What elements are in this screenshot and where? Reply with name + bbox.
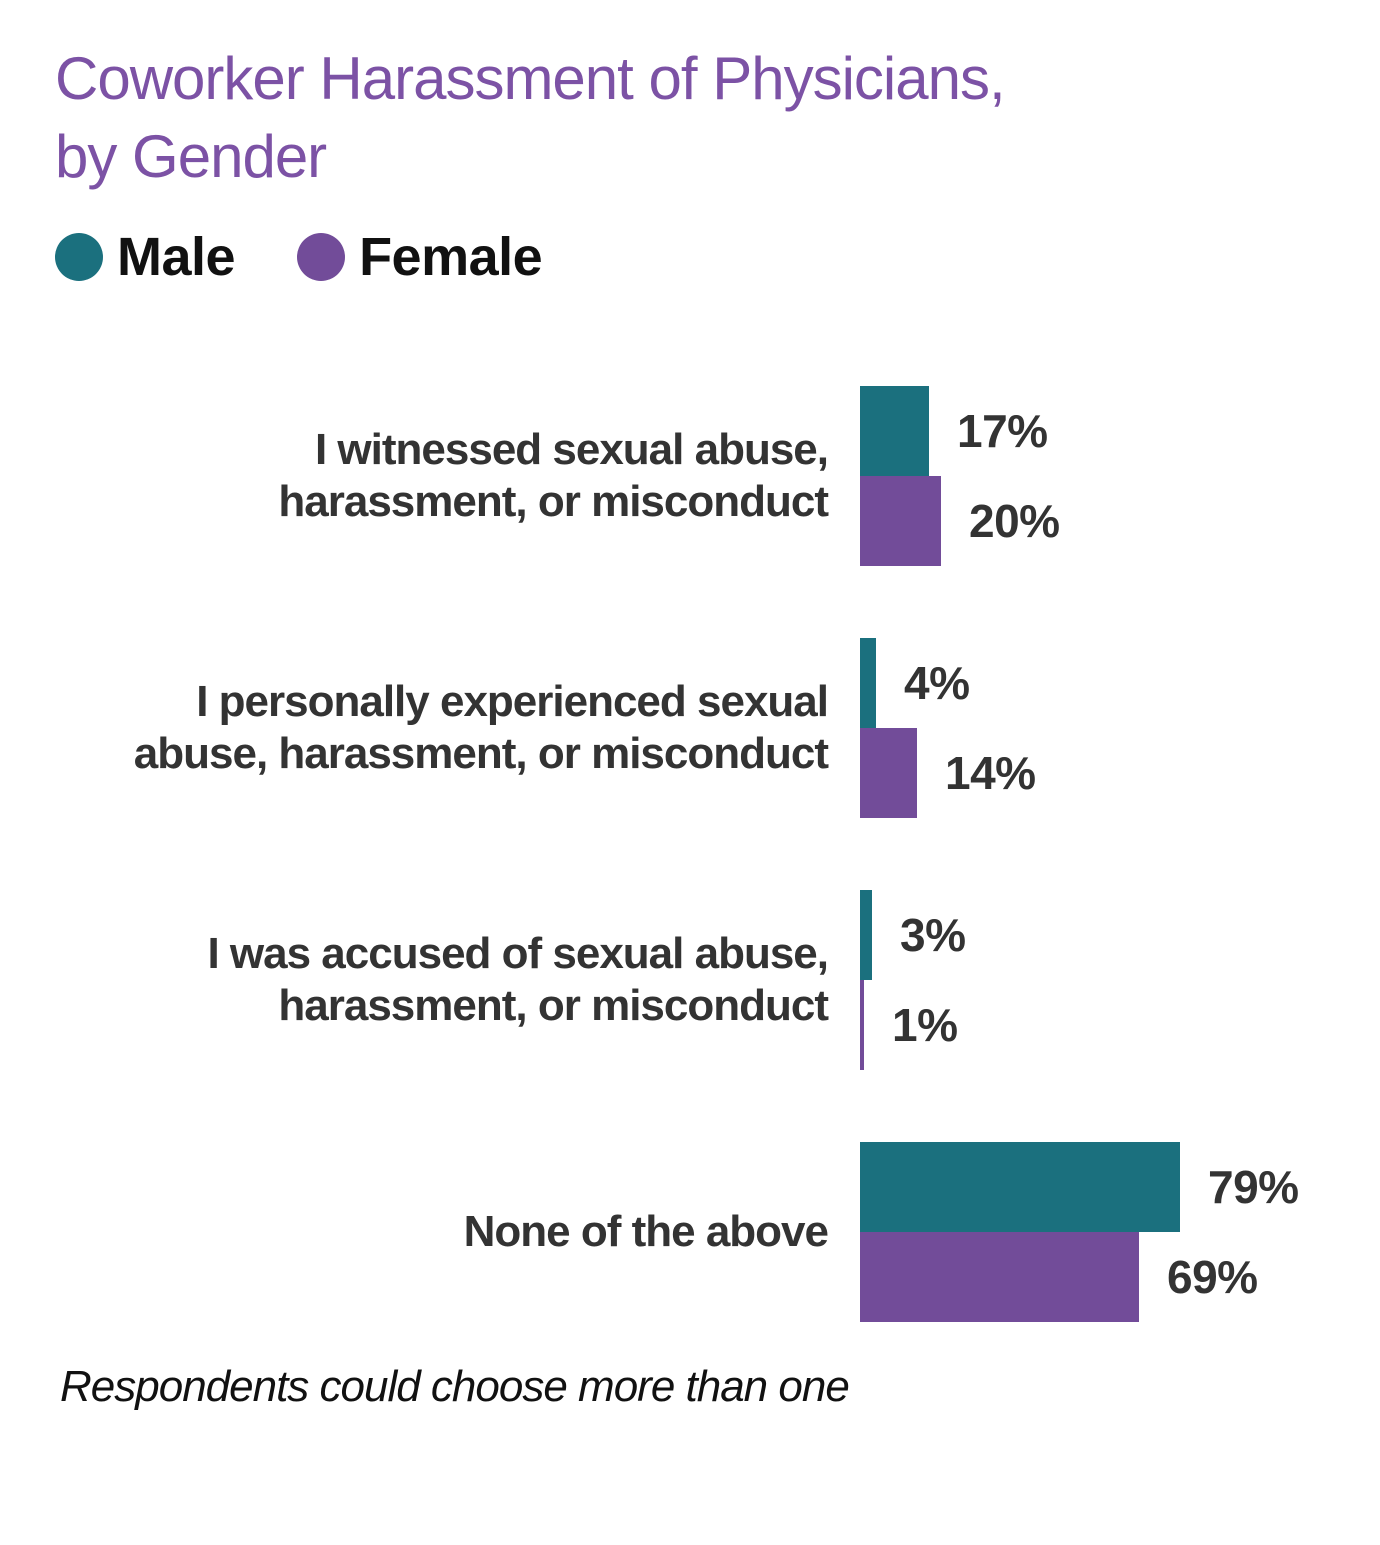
category-label: I was accused of sexual abuse, harassment… [55, 928, 829, 1032]
legend-label: Male [117, 227, 236, 287]
chart-row: None of the above 79% 69% [55, 1142, 1380, 1322]
bar-male [860, 1142, 1180, 1232]
footnote: Respondents could choose more than one [60, 1362, 850, 1411]
category-label-line: I witnessed sexual abuse, [314, 425, 829, 474]
bar-male [860, 890, 872, 980]
bar-line-female: 1% [860, 980, 1380, 1070]
legend-item-female: Female [297, 226, 543, 288]
bar-female [860, 476, 941, 566]
category-label-line: I personally experienced sexual [196, 677, 829, 726]
category-label: None of the above [55, 1206, 829, 1258]
category-label-line: I was accused of sexual abuse, [207, 929, 829, 978]
chart-title-line2: by Gender [55, 123, 327, 190]
bar-line-female: 14% [860, 728, 1380, 818]
value-label-male: 4% [904, 657, 970, 709]
value-label-female: 1% [892, 999, 958, 1051]
legend-item-male: Male [55, 226, 236, 288]
category-label: I witnessed sexual abuse, harassment, or … [55, 424, 829, 528]
value-label-male: 3% [900, 909, 966, 961]
bar-pair: 79% 69% [860, 1142, 1380, 1322]
bar-line-female: 20% [860, 476, 1380, 566]
legend-label: Female [359, 227, 543, 287]
chart-row: I witnessed sexual abuse, harassment, or … [55, 386, 1380, 566]
chart-title: Coworker Harassment of Physicians, by Ge… [55, 40, 1380, 196]
bar-line-male: 3% [860, 890, 1380, 980]
legend-dot-icon [297, 233, 346, 281]
bar-line-male: 17% [860, 386, 1380, 476]
bar-pair: 17% 20% [860, 386, 1380, 566]
chart-rows: I witnessed sexual abuse, harassment, or … [55, 386, 1380, 1322]
bar-female [860, 728, 917, 818]
chart-title-line1: Coworker Harassment of Physicians, [55, 45, 1006, 112]
bar-female [860, 980, 864, 1070]
chart-row: I personally experienced sexual abuse, ha… [55, 638, 1380, 818]
category-label-line: harassment, or misconduct [278, 477, 829, 526]
bar-female [860, 1232, 1139, 1322]
value-label-female: 20% [969, 495, 1060, 547]
category-label-line: harassment, or misconduct [278, 981, 829, 1030]
bar-line-male: 4% [860, 638, 1380, 728]
bar-pair: 3% 1% [860, 890, 1380, 1070]
value-label-male: 79% [1208, 1161, 1299, 1213]
value-label-female: 69% [1167, 1251, 1258, 1303]
category-label-line: abuse, harassment, or misconduct [133, 729, 829, 778]
legend-dot-icon [55, 233, 103, 281]
bar-male [860, 638, 876, 728]
chart-row: I was accused of sexual abuse, harassment… [55, 890, 1380, 1070]
bar-male [860, 386, 929, 476]
legend: Male Female [55, 226, 1380, 288]
category-label-line: None of the above [463, 1207, 829, 1256]
category-label: I personally experienced sexual abuse, ha… [55, 676, 829, 780]
bar-line-male: 79% [860, 1142, 1380, 1232]
value-label-female: 14% [945, 747, 1036, 799]
bar-line-female: 69% [860, 1232, 1380, 1322]
chart: Coworker Harassment of Physicians, by Ge… [0, 40, 1380, 1412]
bar-pair: 4% 14% [860, 638, 1380, 818]
value-label-male: 17% [957, 405, 1048, 457]
